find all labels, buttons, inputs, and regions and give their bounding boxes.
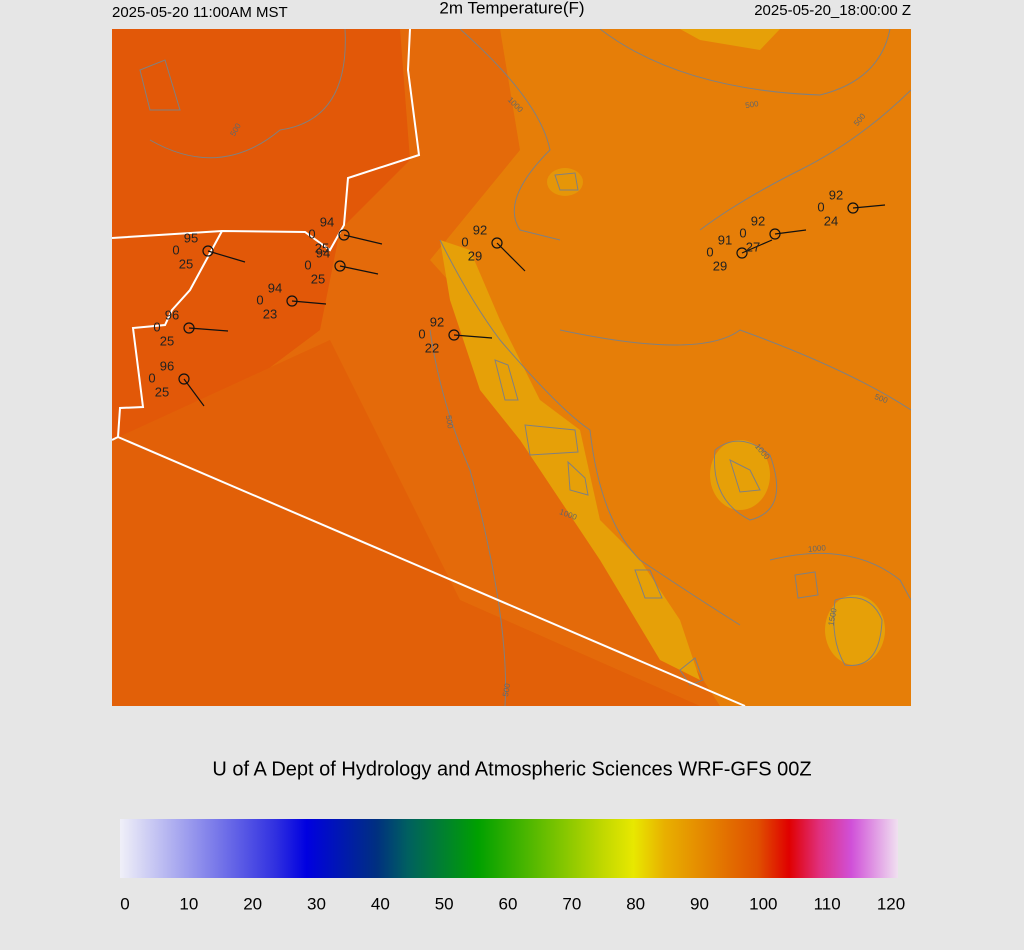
colorbar-tick-label: 70	[562, 894, 581, 913]
dewpoint: 29	[468, 248, 482, 263]
credit: U of A Dept of Hydrology and Atmospheric…	[212, 758, 811, 780]
colorbar-tick-label: 60	[499, 894, 518, 913]
temperature: 92	[473, 222, 487, 237]
station-circle	[338, 229, 350, 241]
contour-label: 1000	[808, 543, 827, 554]
station-circle	[183, 322, 195, 334]
temperature: 92	[430, 314, 444, 329]
temperature: 96	[160, 358, 174, 373]
station-value: 0	[308, 226, 315, 241]
wind-barb	[188, 327, 229, 332]
dewpoint: 22	[425, 340, 439, 355]
wind-barb	[496, 242, 526, 272]
colorbar-tick-label: 40	[371, 894, 390, 913]
station-value: 0	[418, 326, 425, 341]
station-value: 0	[817, 199, 824, 214]
warm-zone	[112, 29, 410, 440]
utc-time: 2025-05-20_18:00:00 Z	[754, 2, 911, 19]
station-value: 0	[461, 234, 468, 249]
colorbar-tick-label: 30	[307, 894, 326, 913]
station-value: 0	[256, 292, 263, 307]
contour-label: 1500	[827, 607, 839, 627]
contours	[139, 29, 911, 706]
dewpoint: 24	[824, 213, 838, 228]
wind-barb	[453, 334, 493, 339]
wind-barb	[339, 265, 379, 275]
colorbar-tick-label: 90	[690, 894, 709, 913]
temperature: 92	[751, 213, 765, 228]
borders	[112, 29, 746, 706]
dewpoint: 25	[311, 271, 325, 286]
wind-barb	[291, 300, 327, 305]
station-circle	[202, 245, 214, 257]
colorbar-tick-label: 100	[749, 894, 777, 913]
cool-zone	[430, 29, 911, 706]
contour-label: 500	[745, 99, 760, 110]
station-circle	[491, 237, 503, 249]
temperature: 96	[165, 307, 179, 322]
station-circle	[334, 260, 346, 272]
wind-barb	[343, 234, 383, 245]
colorbar-tick-label: 80	[626, 894, 645, 913]
dewpoint: 25	[160, 333, 174, 348]
wind-barb	[207, 250, 246, 263]
temperature: 91	[718, 232, 732, 247]
contour-label: 500	[444, 415, 455, 430]
temperature: 94	[316, 245, 330, 260]
colorbar-tick-label: 10	[179, 894, 198, 913]
station-value: 0	[148, 370, 155, 385]
station-circle	[286, 295, 298, 307]
station-value: 0	[153, 319, 160, 334]
colorbar	[120, 819, 898, 878]
ridge	[680, 29, 780, 50]
dewpoint: 23	[263, 306, 277, 321]
colorbar-tick-label: 20	[243, 894, 262, 913]
station-value: 0	[739, 225, 746, 240]
wind-barb	[183, 378, 205, 407]
peak	[825, 595, 885, 665]
station-circle	[448, 329, 460, 341]
station-value: 0	[304, 257, 311, 272]
station-circle	[769, 228, 781, 240]
station-circle	[736, 247, 748, 259]
peak	[710, 440, 770, 510]
temperature: 92	[829, 187, 843, 202]
peak	[547, 168, 583, 196]
colorbar-tick-label: 50	[435, 894, 454, 913]
colorbar-tick-label: 120	[877, 894, 905, 913]
contour-label: 500	[501, 682, 512, 697]
temperature: 95	[184, 230, 198, 245]
station-value: 0	[172, 242, 179, 257]
station-circle	[847, 202, 859, 214]
temperature: 94	[268, 280, 282, 295]
dewpoint: 27	[746, 239, 760, 254]
contour-label: 500	[873, 392, 889, 405]
dewpoint: 25	[155, 384, 169, 399]
station-circle	[178, 373, 190, 385]
title: 2m Temperature(F)	[439, 0, 584, 17]
warm-zone	[112, 340, 700, 706]
dewpoint: 25	[179, 256, 193, 271]
valid-time: 2025-05-20 11:00AM MST	[112, 4, 288, 21]
dewpoint: 25	[315, 240, 329, 255]
temperature: 94	[320, 214, 334, 229]
station-value: 0	[706, 244, 713, 259]
colorbar-tick-label: 0	[120, 894, 129, 913]
colorbar-tick-label: 110	[814, 894, 841, 913]
dewpoint: 29	[713, 258, 727, 273]
